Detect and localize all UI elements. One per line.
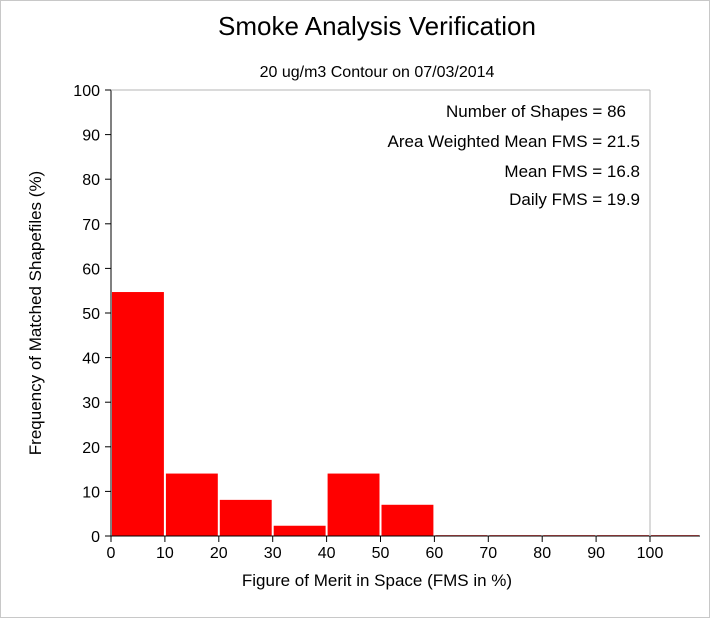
y-tick-label: 50: [82, 306, 100, 323]
x-tick-label: 100: [637, 545, 664, 562]
y-tick-label: 60: [82, 261, 100, 278]
histogram-bar-20-30: [219, 499, 272, 536]
y-tick-label: 0: [91, 529, 100, 546]
y-tick-label: 40: [82, 351, 100, 368]
y-tick-label: 100: [73, 83, 100, 100]
y-tick-label: 30: [82, 395, 100, 412]
histogram-bar-40-50: [327, 473, 380, 536]
histogram-bar-30-40: [273, 525, 326, 536]
histogram-bar-0-10: [112, 292, 164, 536]
x-tick-label: 10: [156, 545, 174, 562]
chart-subtitle: 20 ug/m3 Contour on 07/03/2014: [260, 64, 495, 81]
annotation-area-weighted-mean-fms: Area Weighted Mean FMS = 21.5: [388, 132, 640, 151]
x-tick-label: 0: [107, 545, 116, 562]
x-tick-label: 80: [533, 545, 551, 562]
histogram-bar-50-60: [381, 504, 434, 536]
x-tick-label: 30: [264, 545, 282, 562]
x-tick-label: 50: [372, 545, 390, 562]
annotation-daily-fms: Daily FMS = 19.9: [509, 190, 640, 209]
x-tick-label: 60: [426, 545, 444, 562]
x-tick-label: 90: [587, 545, 605, 562]
y-ticks-group: 0 10 20 30 40 50 60 70 80 90 100: [73, 83, 111, 546]
histogram-bar-10-20: [165, 473, 218, 536]
axes-group: [110, 89, 700, 537]
x-tick-label: 20: [210, 545, 228, 562]
y-tick-label: 90: [82, 128, 100, 145]
annotation-mean-fms: Mean FMS = 16.8: [504, 162, 640, 181]
stats-annotations: Number of Shapes = 86 Area Weighted Mean…: [388, 102, 640, 209]
y-tick-label: 80: [82, 172, 100, 189]
chart-title: Smoke Analysis Verification: [218, 11, 536, 41]
x-ticks-group: 0 10 20 30 40 50 60 70 80 90 100: [107, 536, 664, 562]
x-tick-label: 40: [318, 545, 336, 562]
y-tick-label: 10: [82, 484, 100, 501]
y-tick-label: 20: [82, 440, 100, 457]
bars-group: [112, 292, 699, 536]
x-axis-label: Figure of Merit in Space (FMS in %): [242, 571, 512, 590]
annotation-number-of-shapes: Number of Shapes = 86: [446, 102, 626, 121]
y-tick-label: 70: [82, 217, 100, 234]
y-axis-label: Frequency of Matched Shapefiles (%): [26, 171, 45, 455]
x-tick-label: 70: [479, 545, 497, 562]
